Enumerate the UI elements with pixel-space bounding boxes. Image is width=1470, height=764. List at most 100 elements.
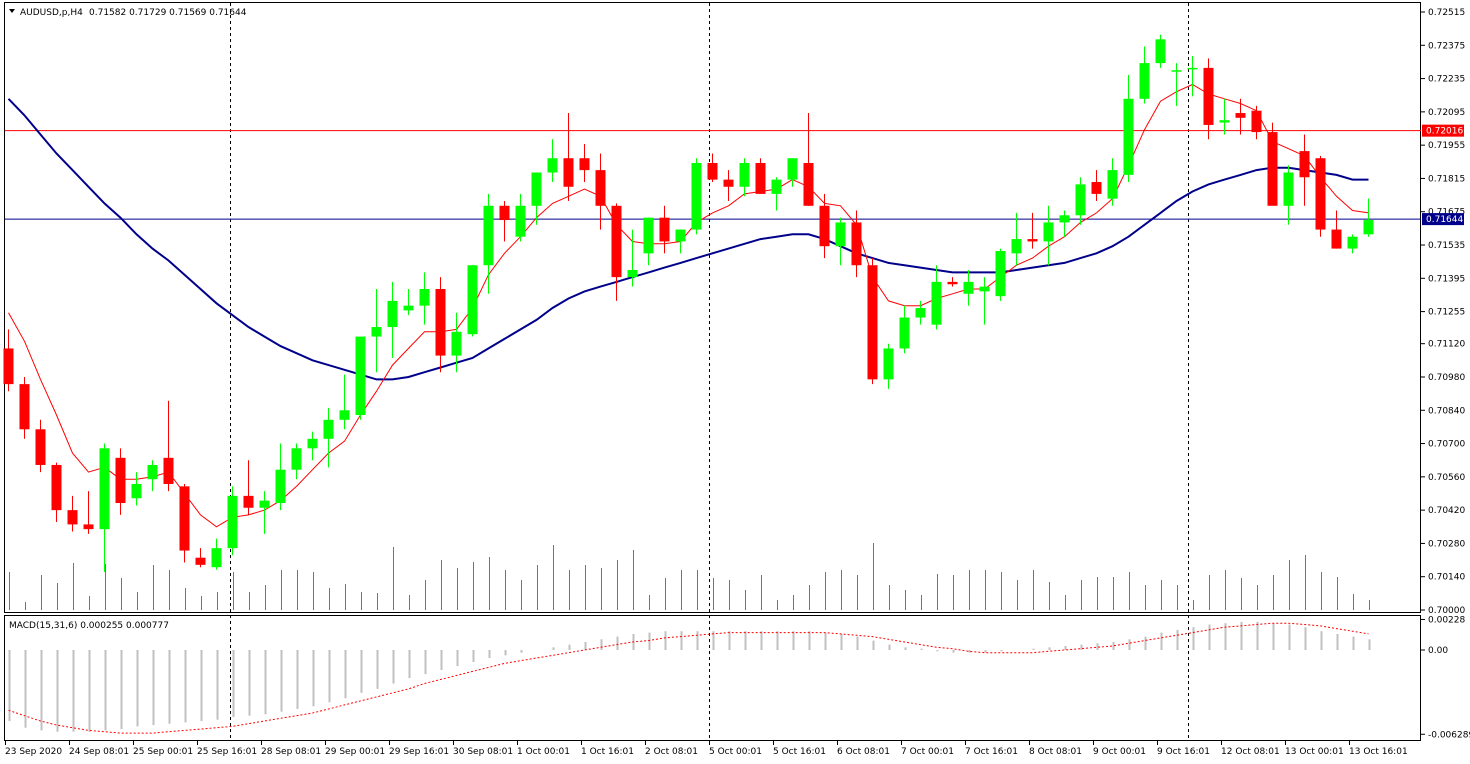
bearish-candle: [1235, 113, 1246, 118]
bearish-candle: [67, 510, 78, 525]
bullish-candle: [1171, 70, 1182, 72]
bullish-candle: [1187, 67, 1198, 70]
y-axis-label: 0.72235: [1428, 75, 1465, 85]
bearish-candle: [195, 557, 206, 565]
x-axis-label: 13 Oct 16:01: [1349, 747, 1408, 757]
bullish-candle: [883, 348, 894, 380]
bullish-candle: [355, 336, 366, 416]
bullish-candle: [627, 269, 638, 278]
bullish-candle: [323, 419, 334, 439]
bullish-candle: [1043, 222, 1054, 242]
bullish-candle: [547, 158, 558, 173]
bearish-candle: [19, 384, 30, 430]
bearish-candle: [1331, 229, 1342, 249]
bearish-candle: [1251, 110, 1262, 133]
bearish-candle: [1299, 151, 1310, 178]
bullish-candle: [1107, 170, 1118, 199]
symbol-timeframe-label: AUDUSD,p,H4: [20, 8, 83, 18]
bullish-candle: [531, 172, 542, 206]
y-axis-label: 0.72095: [1428, 108, 1465, 118]
bullish-candle: [467, 265, 478, 335]
x-axis-label: 1 Oct 00:01: [517, 747, 570, 757]
y-axis-label: 0.70420: [1428, 506, 1465, 516]
bullish-candle: [275, 469, 286, 504]
bullish-candle: [1123, 98, 1134, 175]
x-axis-label: 1 Oct 16:01: [581, 747, 634, 757]
bullish-candle: [387, 300, 398, 328]
y-axis-label: 0.71255: [1428, 308, 1465, 318]
bearish-candle: [163, 457, 174, 484]
y-axis-label: 0.70140: [1428, 573, 1465, 583]
dropdown-triangle-icon[interactable]: [9, 9, 15, 13]
bearish-candle: [1027, 239, 1038, 242]
bullish-candle: [1283, 172, 1294, 206]
x-axis-label: 25 Sep 16:01: [197, 747, 257, 757]
bullish-candle: [1155, 39, 1166, 64]
y-axis-label: 0.70280: [1428, 539, 1465, 549]
bearish-candle: [83, 524, 94, 530]
x-axis-label: 9 Oct 00:01: [1093, 747, 1146, 757]
bullish-candle: [1139, 63, 1150, 99]
bearish-candle: [1267, 132, 1278, 206]
x-axis-label: 12 Oct 08:01: [1221, 747, 1280, 757]
x-axis-label: 6 Oct 08:01: [837, 747, 890, 757]
bearish-candle: [115, 457, 126, 504]
y-axis-label: 0.70700: [1428, 440, 1465, 450]
x-axis-label: 23 Sep 2020: [5, 747, 62, 757]
bullish-candle: [483, 205, 494, 266]
bearish-candle: [851, 222, 862, 266]
bearish-candle: [179, 486, 190, 551]
bearish-candle: [659, 217, 670, 242]
y-axis-label: 0.71955: [1428, 141, 1465, 151]
bullish-candle: [1219, 120, 1230, 123]
bullish-candle: [1075, 184, 1086, 216]
y-axis-label: 0.70980: [1428, 373, 1465, 383]
bullish-candle: [291, 448, 302, 470]
bullish-candle: [99, 448, 110, 530]
x-axis-label: 7 Oct 00:01: [901, 747, 954, 757]
macd-signal-line: [8, 622, 1369, 734]
bullish-candle: [515, 205, 526, 237]
bullish-candle: [995, 250, 1006, 297]
bullish-candle: [131, 483, 142, 499]
slow-moving-average-line: [7, 98, 1369, 381]
bullish-candle: [899, 317, 910, 349]
bearish-candle: [707, 162, 718, 180]
bearish-candle: [819, 205, 830, 247]
bearish-candle: [1203, 67, 1214, 125]
bearish-candle: [579, 158, 590, 171]
bullish-candle: [691, 162, 702, 230]
y-axis-label: 0.70560: [1428, 473, 1465, 483]
bullish-candle: [419, 289, 430, 306]
bullish-candle: [963, 281, 974, 294]
y-axis-label: 0.71675: [1428, 208, 1465, 218]
macd-axis-label: 0.00228: [1428, 615, 1465, 625]
bearish-candle: [243, 495, 254, 508]
bullish-candle: [451, 331, 462, 356]
x-axis-label: 24 Sep 08:01: [69, 747, 129, 757]
bearish-candle: [803, 162, 814, 206]
current-price-marker-bg: [1422, 213, 1464, 226]
x-axis-label: 25 Sep 00:01: [133, 747, 193, 757]
bullish-candle: [147, 464, 158, 480]
x-axis-label: 8 Oct 08:01: [1029, 747, 1082, 757]
y-axis-label: 0.71535: [1428, 241, 1465, 251]
x-axis-label: 30 Sep 08:01: [453, 747, 513, 757]
bullish-candle: [979, 286, 990, 292]
x-axis-label: 9 Oct 16:01: [1157, 747, 1210, 757]
bullish-candle: [403, 305, 414, 311]
macd-axis-label: -0.006289: [1428, 730, 1470, 740]
bearish-candle: [723, 179, 734, 187]
bullish-candle: [259, 500, 270, 508]
bullish-candle: [739, 162, 750, 187]
x-axis-label: 28 Sep 08:01: [261, 747, 321, 757]
bullish-candle: [339, 410, 350, 420]
bullish-candle: [915, 308, 926, 318]
bearish-candle: [947, 281, 958, 285]
bullish-candle: [1363, 220, 1374, 235]
y-axis-label: 0.72375: [1428, 41, 1465, 51]
y-axis-label: 0.71395: [1428, 274, 1465, 284]
bearish-candle: [595, 170, 606, 206]
